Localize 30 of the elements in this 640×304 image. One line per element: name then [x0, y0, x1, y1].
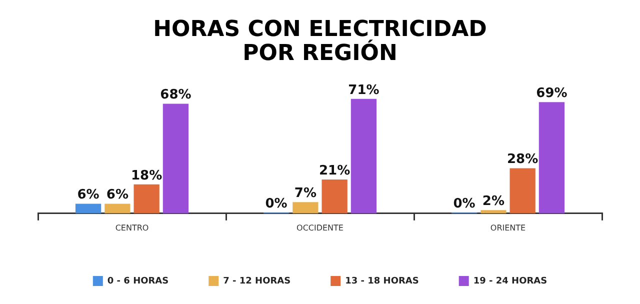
bar: [162, 104, 189, 214]
data-label: 68%: [160, 88, 192, 103]
data-label: 0%: [265, 196, 288, 212]
bar: [480, 210, 506, 214]
data-label: 69%: [536, 86, 568, 102]
legend-label: 7 - 12 HORAS: [223, 276, 291, 286]
x-tick-label: CENTRO: [115, 223, 149, 232]
chart-title: HORAS CON ELECTRICIDAD POR REGIÓN: [153, 16, 487, 66]
data-label: 18%: [131, 168, 162, 184]
bar: [538, 102, 565, 214]
data-label: 0%: [453, 196, 476, 212]
data-label: 6%: [77, 188, 100, 203]
data-label: 2%: [482, 194, 504, 210]
bar: [322, 180, 348, 214]
data-label: 71%: [348, 82, 380, 98]
bar: [104, 204, 130, 214]
x-tick-label: OCCIDENTE: [296, 223, 344, 232]
bar: [134, 184, 160, 214]
legend-label: 19 - 24 HORAS: [473, 276, 548, 286]
legend-label: 0 - 6 HORAS: [107, 276, 169, 286]
legend-label: 13 - 18 HORAS: [345, 276, 419, 286]
data-label: 28%: [507, 152, 538, 168]
bar: [75, 204, 102, 214]
bar: [292, 202, 318, 214]
data-label: 21%: [319, 163, 350, 178]
bar: [350, 98, 377, 214]
bar: [510, 168, 536, 214]
x-tick-label: ORIENTE: [490, 223, 526, 232]
data-label: 7%: [294, 186, 316, 201]
data-label: 6%: [106, 188, 128, 203]
